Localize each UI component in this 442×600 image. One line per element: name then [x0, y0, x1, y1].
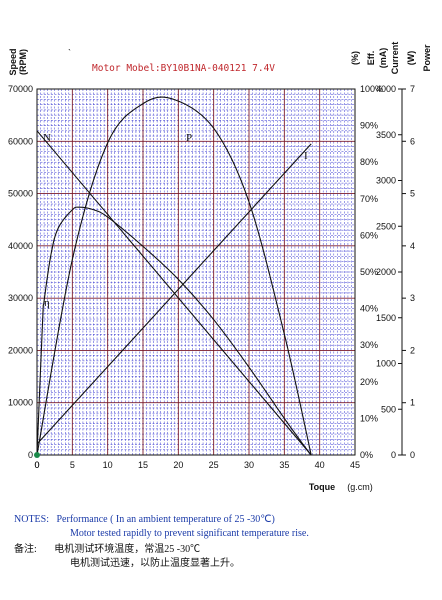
- efficiency-tick-label: 80%: [360, 157, 378, 167]
- x-tick-label: 40: [315, 460, 325, 470]
- x-tick-label: 45: [350, 460, 360, 470]
- current-tick-label: 500: [381, 404, 396, 414]
- series-line-i: [36, 143, 312, 445]
- power-tick-label: 6: [410, 136, 415, 146]
- notes-cn-label: 备注:: [14, 544, 37, 555]
- efficiency-tick-label: 90%: [360, 121, 378, 131]
- power-axis-unit: (W): [406, 51, 416, 66]
- plot-frame: [36, 88, 356, 456]
- speed-axis-unit: (RPM): [18, 49, 28, 75]
- notes-cn-line-2: 电机测试迅速，以防止温度显著上升。: [70, 558, 240, 569]
- power-tick-label: 4: [410, 241, 415, 251]
- power-axis-title: Power: [422, 44, 432, 72]
- series-line-n: [36, 130, 312, 456]
- origin-marker: [34, 452, 40, 458]
- current-tick-label: 2000: [376, 267, 396, 277]
- speed-tick-label: 0: [28, 450, 33, 460]
- x-tick-label: 20: [173, 460, 183, 470]
- x-tick-label: 15: [138, 460, 148, 470]
- power-tick-label: 3: [410, 293, 415, 303]
- efficiency-tick-label: 50%: [360, 267, 378, 277]
- efficiency-tick-label: 40%: [360, 304, 378, 314]
- efficiency-axis-title: Eff.: [366, 51, 376, 66]
- power-tick-label: 0: [410, 450, 415, 460]
- chart-axes: [36, 88, 406, 456]
- current-tick-label: 2500: [376, 221, 396, 231]
- current-tick-label: 0: [391, 450, 396, 460]
- chart-grid: [36, 88, 356, 456]
- notes-cn-line-1: 备注: 电机测试环境温度，常温25 -30℃: [14, 543, 200, 556]
- speed-tick-label: 20000: [8, 345, 33, 355]
- current-tick-label: 3500: [376, 130, 396, 140]
- efficiency-tick-label: 30%: [360, 340, 378, 350]
- current-tick-label: 1500: [376, 313, 396, 323]
- x-tick-label: 5: [70, 460, 75, 470]
- notes-label: NOTES:: [14, 514, 49, 525]
- chart-title: Motor Mobel:BY10B1NA-040121 7.4V: [92, 63, 275, 74]
- current-tick-label: 1000: [376, 359, 396, 369]
- power-tick-label: 5: [410, 189, 415, 199]
- speed-tick-label: 60000: [8, 136, 33, 146]
- speed-tick-label: 70000: [8, 84, 33, 94]
- efficiency-tick-label: 60%: [360, 230, 378, 240]
- power-tick-label: 2: [410, 345, 415, 355]
- x-axis-title: Toque: [309, 482, 335, 492]
- notes-line-2: Motor tested rapidly to prevent signific…: [70, 528, 309, 539]
- current-tick-label: 4000: [376, 84, 396, 94]
- series-label-p: P: [186, 132, 192, 144]
- efficiency-tick-label: 20%: [360, 377, 378, 387]
- series-line-p: [36, 96, 312, 456]
- x-axis-unit: (g.cm): [347, 482, 373, 492]
- speed-tick-label: 40000: [8, 241, 33, 251]
- x-tick-label: 0: [34, 460, 39, 470]
- chart-series: [34, 96, 312, 458]
- origin-marker-label: 0: [34, 460, 39, 470]
- speed-tick-label: 30000: [8, 293, 33, 303]
- x-tick-label: 30: [244, 460, 254, 470]
- series-label-n: N: [43, 132, 51, 144]
- x-tick-label: 35: [279, 460, 289, 470]
- notes-line-1: NOTES: Performance ( In an ambient tempe…: [14, 513, 275, 526]
- efficiency-tick-label: 70%: [360, 194, 378, 204]
- power-tick-label: 7: [410, 84, 415, 94]
- notes-performance: Performance ( In an ambient temperature …: [56, 514, 275, 525]
- x-tick-label: 25: [209, 460, 219, 470]
- speed-tick-label: 50000: [8, 189, 33, 199]
- series-label-i: I: [304, 150, 308, 162]
- power-tick-label: 1: [410, 398, 415, 408]
- series-line-eta: [36, 206, 312, 456]
- series-label-eta: η: [44, 297, 50, 309]
- current-axis-title: Current: [390, 42, 400, 75]
- speed-tick-label: 10000: [8, 398, 33, 408]
- current-axis-unit: (mA): [378, 48, 388, 69]
- x-tick-label: 10: [103, 460, 113, 470]
- notes-cn-text-1: 电机测试环境温度，常温25 -30℃: [54, 544, 201, 555]
- current-tick-label: 3000: [376, 176, 396, 186]
- speed-axis-title: Speed: [8, 48, 18, 75]
- efficiency-tick-label: 100%: [360, 84, 383, 94]
- stray-mark: `: [68, 48, 71, 58]
- efficiency-axis-unit: (%): [350, 51, 360, 65]
- efficiency-tick-label: 0%: [360, 450, 373, 460]
- efficiency-tick-label: 10%: [360, 413, 378, 423]
